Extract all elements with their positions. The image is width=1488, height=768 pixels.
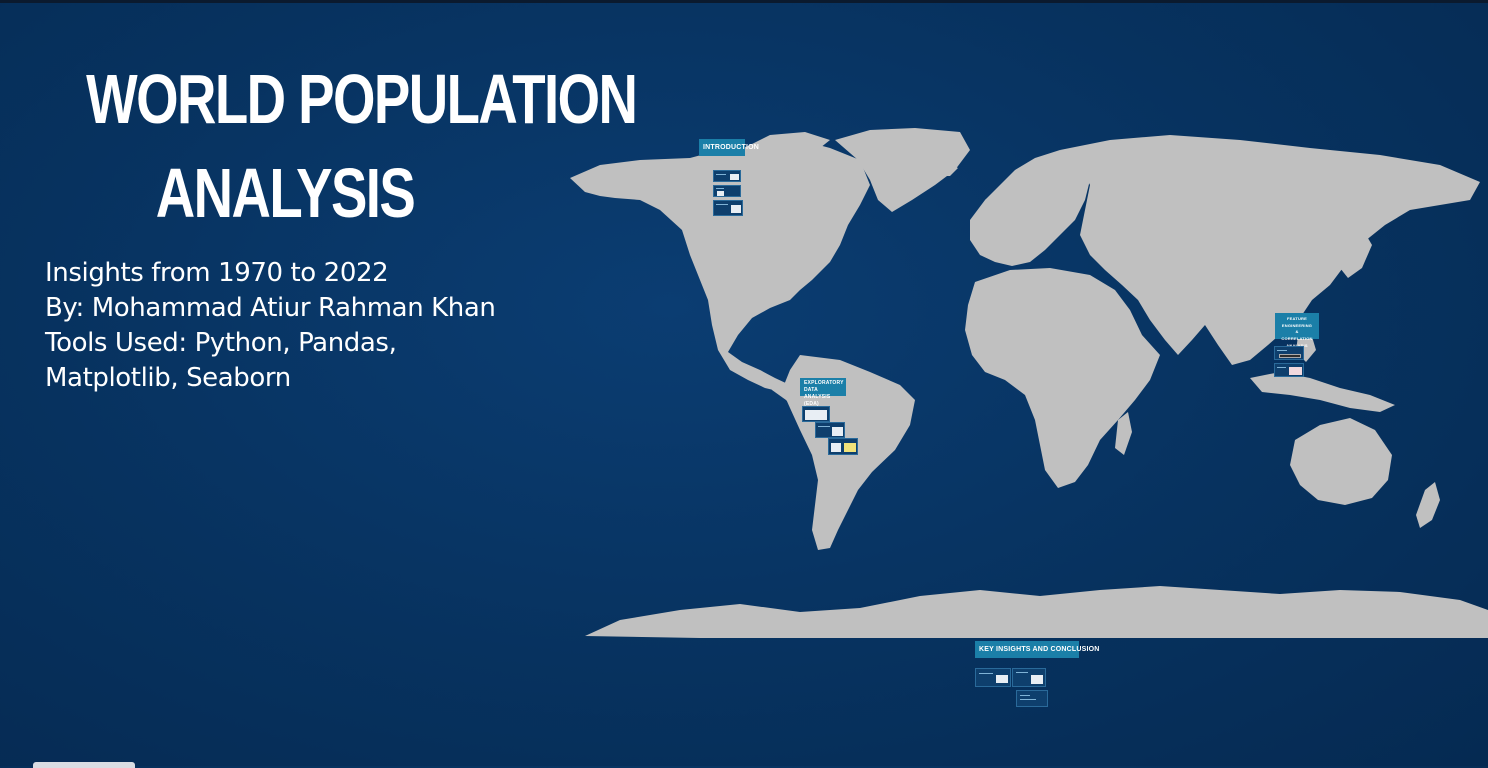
british-isles-landmass: [985, 192, 1002, 218]
europe-landmass: [970, 150, 1090, 266]
antarctica-landmass: [585, 586, 1488, 638]
intro-thumbnail-3[interactable]: [713, 200, 743, 216]
frame-exploratory-data-analysis[interactable]: EXPLORATORY DATA ANALYSIS (EDA): [800, 378, 846, 407]
intro-thumbnail-1[interactable]: [713, 170, 741, 182]
japan-landmass: [1340, 228, 1372, 278]
navigation-handle[interactable]: [33, 762, 135, 768]
subtitle-line-3: Tools Used: Python, Pandas,: [45, 328, 397, 358]
insights-thumbnail-3[interactable]: [1016, 690, 1048, 707]
feature-thumbnail-2[interactable]: [1274, 363, 1304, 377]
feature-label-line-3: CORRELATION ANALYSIS: [1281, 336, 1313, 348]
greenland-landmass: [835, 128, 970, 212]
subtitle-line-4: Matplotlib, Seaborn: [45, 363, 291, 393]
iceland-landmass: [928, 162, 958, 176]
frame-key-insights[interactable]: KEY INSIGHTS AND CONCLUSION: [975, 641, 1099, 658]
north-america-landmass: [570, 140, 870, 392]
intro-thumbnail-2[interactable]: [713, 185, 741, 197]
eda-label-line-2: ANALYSIS (EDA): [804, 394, 831, 407]
australia-landmass: [1290, 418, 1392, 505]
eda-thumbnail-3[interactable]: [828, 438, 858, 455]
title-line-2: ANALYSIS: [155, 154, 416, 232]
madagascar-landmass: [1115, 412, 1132, 455]
subtitle-line-1: Insights from 1970 to 2022: [45, 258, 389, 288]
arctic-islands-landmass: [740, 132, 830, 158]
feature-thumbnail-1[interactable]: [1274, 346, 1304, 360]
insights-thumbnail-2[interactable]: [1012, 668, 1046, 687]
africa-landmass: [965, 268, 1160, 488]
eda-thumbnail-2[interactable]: [815, 422, 845, 438]
subtitle-line-2: By: Mohammad Atiur Rahman Khan: [45, 293, 496, 323]
feature-label-line-2: &: [1295, 329, 1299, 334]
top-bar: [0, 0, 1488, 3]
presentation-subtitle: Insights from 1970 to 2022 By: Mohammad …: [45, 256, 565, 396]
asia-landmass: [1060, 135, 1480, 365]
indonesia-landmass: [1250, 372, 1395, 412]
frame-feature-engineering[interactable]: FEATURE ENGINEERING & CORRELATION ANALYS…: [1275, 313, 1319, 348]
new-zealand-landmass: [1416, 482, 1440, 528]
feature-label-line-1: FEATURE ENGINEERING: [1281, 316, 1313, 328]
presentation-title: WORLD POPULATION ANALYSIS: [86, 52, 638, 240]
title-line-1: WORLD POPULATION: [86, 60, 638, 138]
eda-label-line-1: EXPLORATORY DATA: [804, 380, 844, 393]
insights-thumbnail-1[interactable]: [975, 668, 1011, 687]
frame-introduction[interactable]: INTRODUCTION: [699, 139, 759, 156]
eda-thumbnail-1[interactable]: [802, 406, 830, 422]
